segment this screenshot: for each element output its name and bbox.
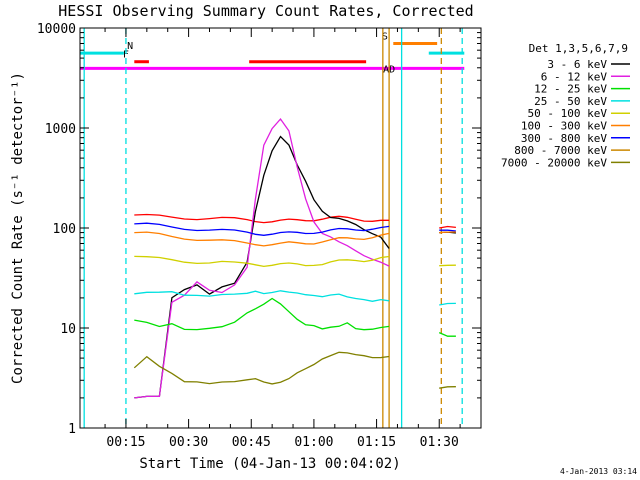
legend-label: 800 - 7000 keV (514, 144, 607, 157)
tail-series-line (438, 332, 456, 337)
series-line (134, 231, 390, 247)
tail-series-line (439, 302, 456, 306)
series-line (134, 297, 390, 331)
tail-series-line (439, 264, 456, 267)
flag-label: N (127, 41, 133, 52)
legend-label: 3 - 6 keV (547, 58, 607, 71)
y-tick-label: 1 (68, 422, 76, 437)
tail-series-line (439, 225, 456, 229)
legend-label: 25 - 50 keV (534, 95, 607, 108)
series-red-line (134, 213, 390, 224)
x-tick-label: 01:30 (420, 435, 459, 450)
tail-series-line (439, 386, 456, 389)
flag-label: S (382, 31, 388, 42)
attenuator-lines (83, 28, 463, 428)
y-tick-label: 10 (60, 322, 76, 337)
series-line (134, 290, 390, 302)
x-tick-label: 01:15 (357, 435, 396, 450)
series-line (134, 135, 390, 399)
series-line (133, 351, 390, 385)
series-line (134, 255, 390, 268)
x-axis-label: Start Time (04-Jan-13 00:04:02) (139, 456, 400, 472)
generated-timestamp: 4-Jan-2013 03:14 (560, 467, 637, 476)
y-tick-label: 10000 (37, 22, 76, 37)
legend-label: 7000 - 20000 keV (501, 156, 607, 169)
y-tick-label: 1000 (45, 122, 76, 137)
x-tick-label: 01:00 (294, 435, 333, 450)
series-line (134, 222, 390, 236)
legend-label: 12 - 25 keV (534, 83, 607, 96)
legend-label: 50 - 100 keV (528, 107, 608, 120)
legend-label: 100 - 300 keV (521, 120, 607, 133)
series-line (134, 117, 390, 399)
tail-series-line (439, 231, 456, 234)
x-tick-label: 00:45 (232, 435, 271, 450)
x-tick-label: 00:15 (106, 435, 145, 450)
y-axis-label: Corrected Count Rate (s⁻¹ detector⁻¹) (10, 72, 26, 384)
x-axis: 00:15 00:30 00:45 01:00 01:15 01:30 (104, 28, 461, 450)
legend-title: Det 1,3,5,6,7,9 (529, 42, 628, 55)
y-tick-label: 100 (53, 222, 76, 237)
tail-series-line (439, 229, 456, 232)
x-tick-label: 00:30 (169, 435, 208, 450)
chart-title: HESSI Observing Summary Count Rates, Cor… (58, 2, 473, 20)
y-axis: 1 10 100 1000 10000 (37, 22, 481, 437)
series-group (133, 117, 456, 399)
flag-label: F (123, 50, 129, 61)
legend-label: 300 - 800 keV (521, 132, 607, 145)
legend-label: 6 - 12 keV (541, 70, 608, 83)
